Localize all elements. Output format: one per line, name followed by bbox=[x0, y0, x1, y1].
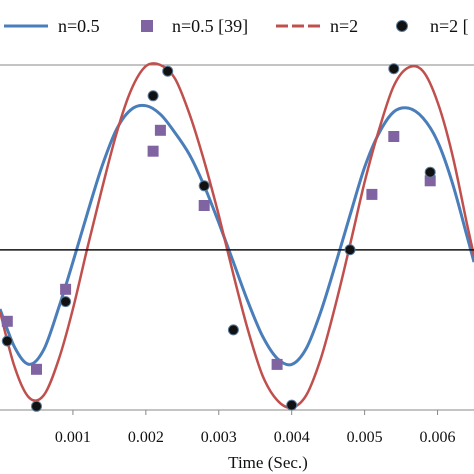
marker-n05-ref bbox=[198, 200, 210, 211]
marker-n2-ref bbox=[286, 399, 298, 411]
legend-label-n2: n=2 bbox=[330, 16, 358, 36]
marker-n05-ref bbox=[271, 358, 283, 370]
marker-n2-ref bbox=[344, 244, 356, 256]
x-tick-label: 0.002 bbox=[128, 429, 164, 446]
legend: n=0.5 n=0.5 [39] n=2 n=2 [ bbox=[4, 16, 469, 36]
marker-n2-ref bbox=[198, 180, 210, 192]
marker-n2-ref bbox=[388, 63, 400, 75]
marker-n05-ref bbox=[366, 188, 378, 200]
marker-n2-ref bbox=[424, 166, 436, 178]
legend-label-n2-ref: n=2 [ bbox=[430, 16, 469, 36]
marker-n2-ref bbox=[60, 296, 72, 308]
series-line-2 bbox=[0, 62, 474, 409]
legend-swatch-n2-markers bbox=[396, 20, 408, 32]
marker-n05-ref bbox=[424, 175, 436, 187]
marker-n2-ref bbox=[147, 90, 159, 102]
x-tick-label: 0.006 bbox=[420, 429, 456, 446]
marker-n05-ref bbox=[154, 124, 166, 136]
marker-n05-ref bbox=[31, 363, 42, 375]
x-tick-label: 0.001 bbox=[55, 429, 91, 446]
series-line-0 bbox=[0, 103, 474, 367]
marker-n2-ref bbox=[1, 335, 13, 347]
legend-swatch-n05-markers bbox=[141, 20, 153, 32]
marker-n05-ref bbox=[147, 145, 159, 157]
series-layer bbox=[0, 62, 474, 409]
marker-n05-ref bbox=[388, 131, 400, 142]
marker-n05-ref bbox=[60, 283, 72, 295]
marker-n2-ref bbox=[227, 324, 239, 336]
x-tick-label: 0.005 bbox=[347, 429, 383, 446]
legend-label-n05: n=0.5 bbox=[58, 16, 100, 36]
x-tick-label: 0.003 bbox=[201, 429, 237, 446]
marker-layer bbox=[1, 63, 436, 412]
x-tick-label: 0.004 bbox=[274, 429, 310, 446]
marker-n2-ref bbox=[162, 65, 174, 77]
x-axis-title: Time (Sec.) bbox=[228, 453, 308, 472]
marker-n2-ref bbox=[31, 400, 42, 412]
marker-n05-ref bbox=[1, 315, 13, 327]
legend-label-n05-ref: n=0.5 [39] bbox=[172, 16, 248, 36]
